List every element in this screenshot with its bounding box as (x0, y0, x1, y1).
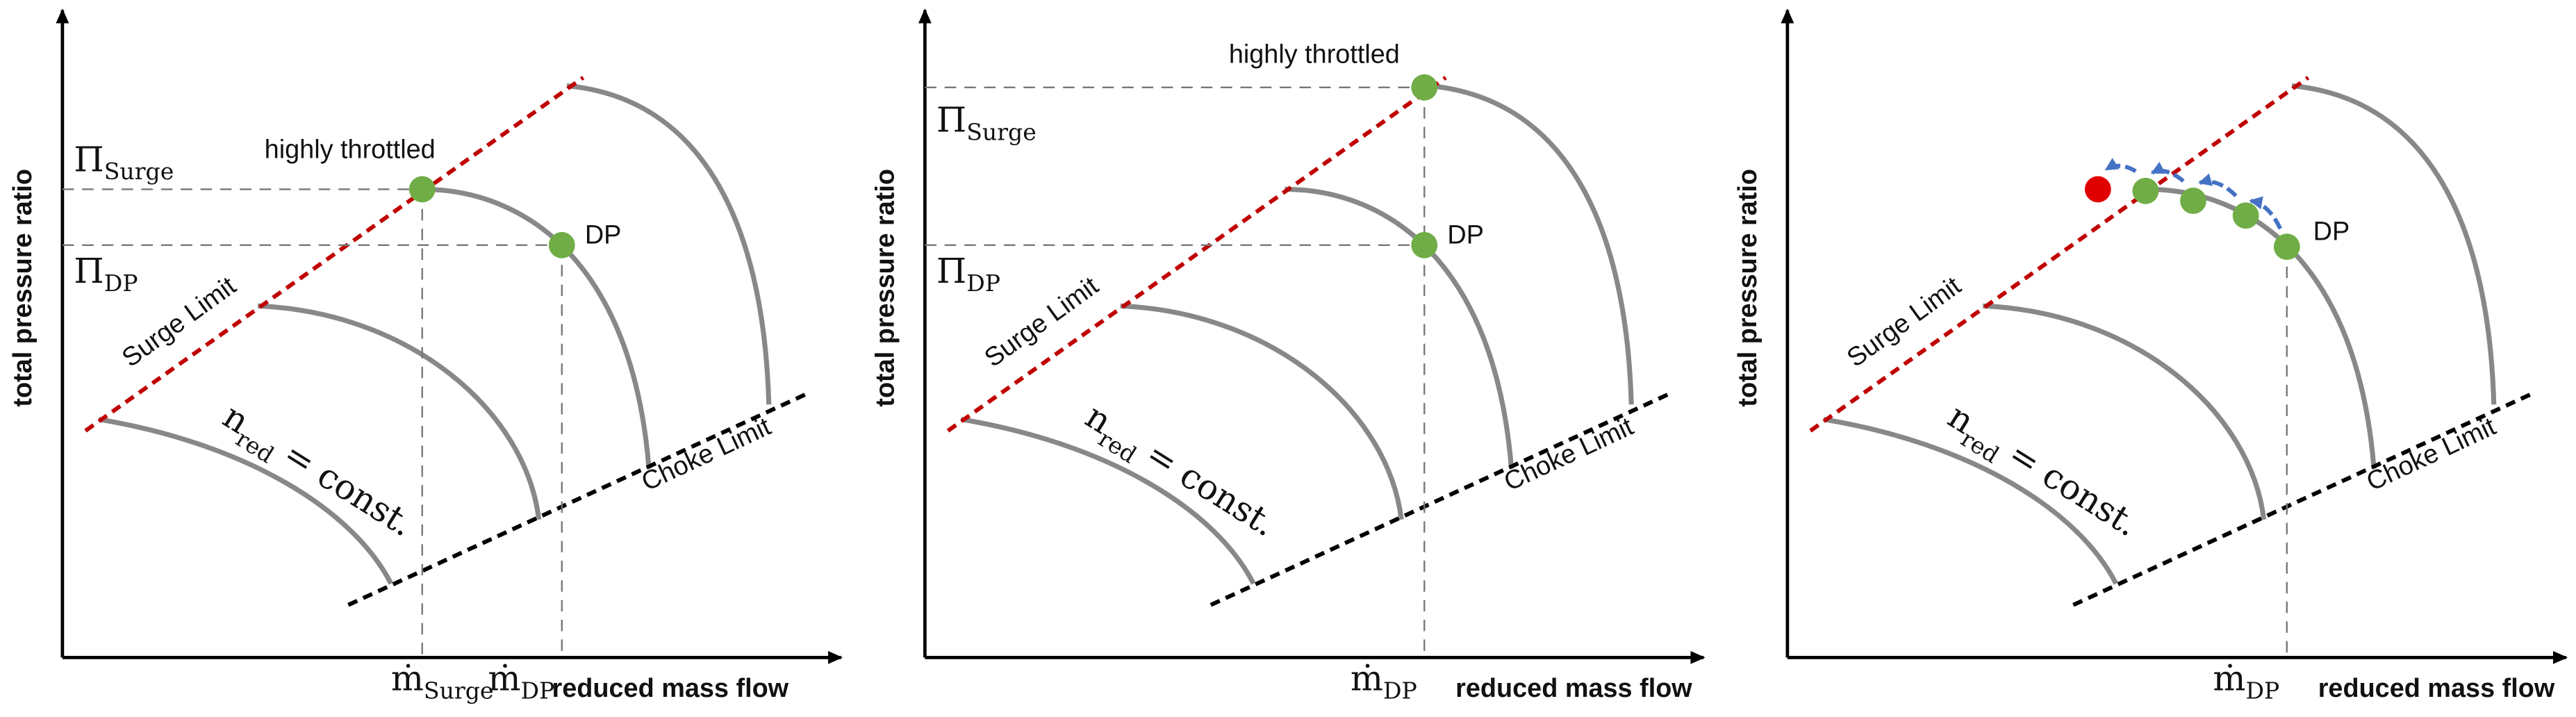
sub: Surge (424, 677, 494, 704)
x-axis-label: reduced mass flow (552, 674, 789, 703)
point-throttled (408, 176, 436, 203)
guide-lines (62, 188, 563, 658)
point-dp (1411, 231, 1438, 258)
sym: ṁ (488, 659, 520, 699)
sub: DP (1383, 677, 1417, 704)
label: Surge Limit (1842, 271, 1967, 373)
label: DP (1447, 220, 1484, 249)
label: DP (2313, 217, 2350, 247)
y-axis-label: total pressure ratio (870, 169, 900, 407)
sub: DP (966, 270, 1000, 297)
math-label: nred= const. (213, 396, 421, 551)
operating-path (2104, 158, 2283, 230)
math-label: ΠDP (74, 251, 138, 297)
math-label: ΠSurge (74, 139, 174, 185)
point (2232, 202, 2259, 229)
y-axis-label: total pressure ratio (8, 169, 38, 407)
sub: DP (520, 677, 554, 704)
sym: ṁ (1351, 659, 1383, 699)
panel-2: total pressure ratio reduced mass flow h… (870, 10, 1703, 704)
math-label: ṁDP (2213, 659, 2279, 704)
sym: Π (74, 139, 104, 179)
sym: Π (936, 100, 966, 140)
sym: Π (74, 251, 104, 291)
point-dp (548, 231, 575, 258)
label: Choke Limit (637, 412, 775, 497)
point (2132, 177, 2159, 204)
math-label: ΠDP (936, 251, 1000, 297)
y-axis-label: total pressure ratio (1733, 169, 1762, 407)
sub: DP (104, 270, 138, 297)
sym: ṁ (391, 659, 424, 699)
guide-lines (925, 86, 1426, 658)
math-label: ṁDP (1351, 659, 1417, 704)
sub: DP (2245, 677, 2279, 704)
point-surge (2084, 176, 2111, 203)
label: Choke Limit (1500, 412, 1638, 497)
sym: Π (936, 251, 966, 291)
sub: Surge (104, 158, 174, 185)
x-axis-label: reduced mass flow (1455, 674, 1692, 703)
label: Choke Limit (2362, 412, 2500, 497)
math-label: ṁDP (488, 659, 554, 704)
math-label: nred= const. (1938, 396, 2146, 551)
point-dp (2273, 233, 2300, 261)
point-throttled (1411, 74, 1438, 101)
label: DP (585, 220, 622, 249)
math-label: ṁSurge (391, 659, 494, 704)
sub: Surge (966, 118, 1037, 145)
math-label: ΠSurge (936, 100, 1037, 146)
math-label: nred= const. (1075, 396, 1283, 551)
panel-3: total pressure ratio reduced mass flow D… (1733, 10, 2566, 704)
label: highly throttled (1229, 40, 1400, 69)
point (2180, 188, 2206, 214)
panel-1: total pressure ratio reduced mass flow h… (8, 10, 841, 704)
x-axis-label: reduced mass flow (2318, 674, 2555, 703)
sym: ṁ (2213, 659, 2245, 699)
label: highly throttled (265, 135, 436, 164)
